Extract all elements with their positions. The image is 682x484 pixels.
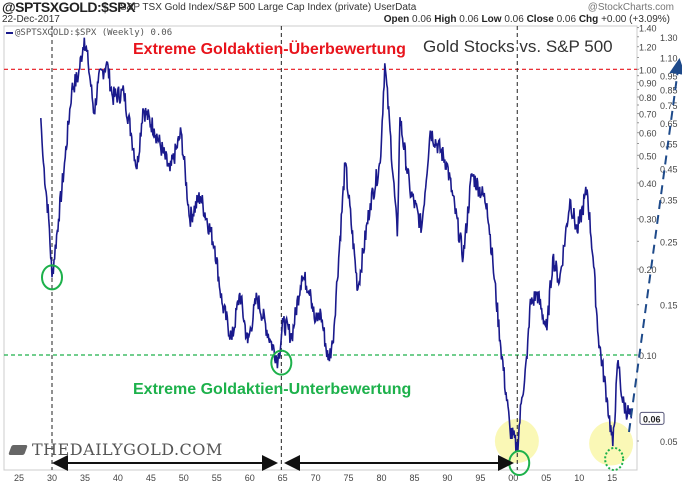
y-tick-label: 0.50 [639,151,657,161]
x-tick-label: 40 [113,473,123,483]
x-tick-label: 55 [212,473,222,483]
gold-bar-icon [8,445,28,455]
x-tick-label: 80 [376,473,386,483]
y-tick-label: 0.75 [660,101,678,111]
x-tick-label: 45 [146,473,156,483]
x-tick-label: 50 [179,473,189,483]
x-tick-label: 05 [541,473,551,483]
open-label: Open [383,14,410,25]
x-tick-label: 85 [409,473,419,483]
x-tick-label: 25 [14,473,24,483]
chart-title: Gold Stocks vs. S&P 500 [423,37,613,56]
y-tick-label: 1.20 [639,43,657,53]
projected-low-circle [604,447,625,471]
y-tick-label: 1.10 [660,53,678,63]
y-tick-label: 0.45 [660,164,678,174]
y-tick-label: 1.40 [639,24,657,34]
y-tick-label: 0.80 [639,93,657,103]
high-label: High [434,14,457,25]
chg-label: Chg [578,14,599,25]
y-tick-label: 0.70 [639,110,657,120]
y-tick-label: 0.90 [639,78,657,88]
projection-arrow [628,58,682,433]
y-tick-label: 0.95 [660,72,678,82]
x-tick-label: 35 [80,473,90,483]
y-tick-label: 0.35 [660,196,678,206]
y-tick-label: 0.05 [660,437,678,447]
open-value: 0.06 [412,14,432,25]
low-circle [270,349,293,376]
high-value: 0.06 [459,14,479,25]
y-tick-label: 0.15 [660,301,678,311]
low-label: Low [481,14,502,25]
low-value: 0.06 [504,14,524,25]
date: 22-Dec-2017 [2,14,60,25]
legend: @SPTSXGOLD:$SPX (Weekly) 0.06 [6,28,172,38]
y-tick-label: 0.10 [639,351,657,361]
x-tick-label: 60 [245,473,255,483]
last-value-text: 0.06 [643,414,661,424]
x-tick-label: 70 [311,473,321,483]
y-tick-label: 0.30 [639,215,657,225]
watermark-text: THEDAILYGOLD.COM [32,440,223,459]
x-tick-label: 95 [475,473,485,483]
y-tick-label: 0.25 [660,237,678,247]
last-value-tag [639,411,665,425]
y-tick-label: 0.20 [639,265,657,275]
price-line [40,37,633,452]
chg-value: +0.00 (+3.09%) [601,14,670,25]
description: S&P TSX Gold Index/S&P 500 Large Cap Ind… [120,2,417,13]
x-tick-label: 65 [278,473,288,483]
legend-label: @SPTSXGOLD:$SPX (Weekly) 0.06 [15,28,173,38]
legend-swatch [6,31,13,34]
x-tick-label: 90 [442,473,452,483]
overvalued-annotation: Extreme Goldaktien-Überbewertung [133,41,406,58]
x-tick-label: 00 [508,473,518,483]
undervalued-annotation: Extreme Goldaktien-Unterbewertung [133,381,412,398]
x-tick-label: 15 [607,473,617,483]
x-tick-label: 75 [344,473,354,483]
y-tick-label: 0.65 [660,119,678,129]
credit: @StockCharts.com [587,2,674,13]
close-value: 0.06 [556,14,577,25]
y-tick-label: 1.00 [639,65,657,75]
y-tick-label: 0.40 [639,179,657,189]
ohlc: Open 0.06 High 0.06 Low 0.06 Close 0.06 … [384,15,670,25]
low-circle [41,264,63,291]
y-tick-label: 0.85 [660,85,678,95]
watermark-logo: THEDAILYGOLD.COM [8,440,223,459]
y-tick-label: 1.30 [660,33,678,43]
x-tick-label: 10 [574,473,584,483]
close-label: Close [526,14,554,25]
symbol: @SPTSXGOLD:$SPX [2,0,135,15]
y-tick-label: 0.60 [639,129,657,139]
plot-frame [3,25,638,471]
x-tick-label: 30 [47,473,57,483]
